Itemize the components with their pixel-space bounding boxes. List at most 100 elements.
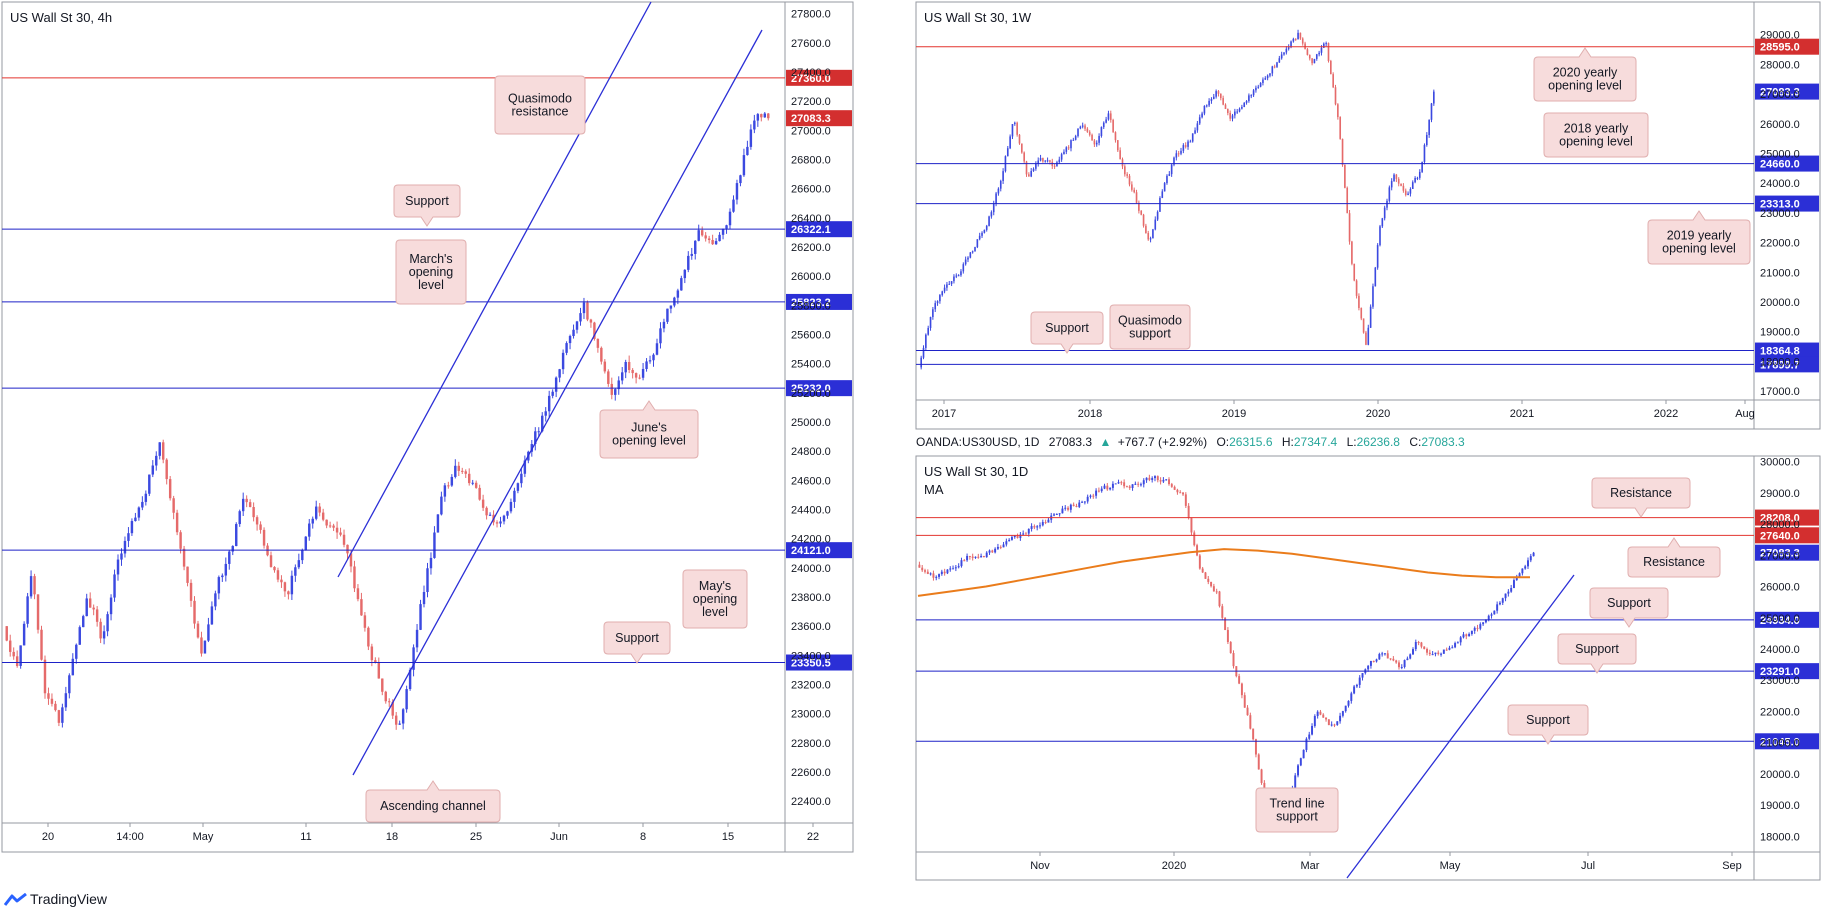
- daily-price-tag: [1755, 733, 1819, 750]
- weekly-candle-body: [1163, 183, 1166, 192]
- daily-candle-body: [1484, 619, 1487, 623]
- daily-candle-body: [1193, 532, 1196, 546]
- h4-candle-body: [123, 540, 127, 554]
- h4-candle-body: [144, 493, 148, 502]
- weekly-candle-body: [953, 276, 955, 282]
- daily-candle-body: [1440, 653, 1443, 655]
- h4-price-tag-label: 25232.0: [791, 383, 831, 395]
- weekly-candle-body: [1386, 200, 1388, 208]
- daily-candle-body: [1134, 483, 1137, 485]
- h4-candle-body: [707, 238, 711, 241]
- weekly-candle-body: [1021, 143, 1023, 153]
- h4-annotation-callout: Support: [393, 184, 461, 227]
- h4-annotation-text: May's: [699, 579, 731, 593]
- h4-candle-body: [339, 532, 342, 535]
- daily-candle-body: [1086, 496, 1089, 502]
- weekly-y-tick-label: 21000.0: [1760, 267, 1800, 279]
- daily-candle-body: [1053, 514, 1056, 516]
- weekly-x-tick-label: 2020: [1366, 408, 1390, 420]
- daily-candle-body: [1299, 758, 1302, 766]
- h4-y-tick-label: 24400.0: [791, 504, 831, 516]
- weekly-candle-body: [1227, 109, 1229, 113]
- h4-candle-body: [214, 593, 217, 607]
- h4-candle-body: [746, 146, 749, 156]
- h4-y-tick-label: 25400.0: [791, 359, 831, 371]
- h4-candle-body: [537, 431, 540, 433]
- h4-candle-body: [297, 560, 301, 568]
- weekly-annotation-text: 2019 yearly: [1667, 229, 1732, 243]
- weekly-y-tick-label: 19000.0: [1760, 327, 1800, 339]
- daily-candle-body: [1257, 754, 1260, 770]
- ohlc-close: 27083.3: [1049, 435, 1093, 449]
- h4-candle-body: [196, 623, 200, 638]
- daily-candle-body: [1406, 658, 1409, 661]
- h4-candle-body: [346, 544, 349, 554]
- weekly-candle-body: [997, 188, 1000, 194]
- daily-candle-body: [1414, 642, 1417, 650]
- h4-candle-body: [95, 609, 99, 622]
- weekly-candle-body: [1187, 141, 1189, 147]
- daily-candle-body: [1487, 615, 1490, 620]
- daily-y-tick-label: 19000.0: [1760, 800, 1800, 812]
- weekly-candle-body: [1388, 187, 1391, 201]
- weekly-candle-body: [1212, 96, 1215, 99]
- weekly-candle-body: [1290, 41, 1292, 48]
- daily-candle-body: [1196, 545, 1199, 556]
- weekly-candle-body: [1243, 102, 1246, 107]
- daily-candle-body: [932, 573, 935, 578]
- h4-candle-body: [82, 616, 85, 628]
- h4-candle-body: [534, 431, 537, 445]
- weekly-x-tick-label: Aug: [1735, 408, 1755, 420]
- daily-x-tick-label: May: [1440, 860, 1461, 872]
- daily-candle-body: [1313, 716, 1316, 726]
- h4-price-tag: [786, 542, 852, 559]
- daily-candle-body: [940, 571, 943, 575]
- weekly-candle-body: [1196, 123, 1199, 131]
- h4-candle-body: [15, 656, 19, 666]
- h4-candle-body: [161, 442, 165, 460]
- weekly-candle-body: [981, 232, 983, 236]
- h4-price-tag-label: 23350.5: [791, 658, 831, 670]
- weekly-candle-body: [1077, 128, 1079, 137]
- h4-candle-body: [165, 459, 168, 480]
- weekly-annotation-text: opening level: [1559, 135, 1633, 149]
- h4-price-tag-label: 26322.1: [791, 224, 831, 236]
- weekly-candle-body: [1402, 185, 1405, 191]
- h4-candle-body: [461, 470, 464, 472]
- weekly-annotation-callout: Support: [1030, 311, 1104, 354]
- h4-candle-body: [638, 377, 641, 379]
- weekly-candle-body: [1339, 117, 1342, 139]
- weekly-candle-body: [990, 212, 993, 217]
- daily-candle-body: [1168, 479, 1170, 485]
- ohlc-change: +767.7 (+2.92%): [1118, 435, 1207, 449]
- daily-candle-body: [1451, 647, 1454, 649]
- daily-candle-body: [1470, 630, 1473, 634]
- daily-candle-body: [1308, 734, 1311, 739]
- daily-candle-body: [1311, 725, 1314, 735]
- weekly-candle-body: [1175, 153, 1178, 158]
- daily-candle-body: [1372, 660, 1375, 662]
- h4-candle-body: [75, 644, 78, 659]
- weekly-candle-body: [1194, 130, 1196, 134]
- weekly-candle-body: [1374, 267, 1377, 287]
- weekly-candle-body: [995, 193, 997, 204]
- h4-candle-body: [224, 563, 228, 576]
- daily-candle-body: [1375, 659, 1378, 662]
- weekly-candle-body: [1315, 54, 1318, 59]
- daily-candle-body: [1319, 711, 1322, 715]
- weekly-candle-body: [962, 264, 965, 272]
- h4-candle-body: [624, 361, 627, 373]
- h4-candle-body: [450, 476, 454, 486]
- h4-x-tick-label: 11: [300, 831, 311, 843]
- h4-candle-body: [728, 211, 732, 226]
- daily-candle-body: [1493, 610, 1496, 615]
- weekly-candle-body: [1039, 158, 1042, 161]
- daily-candle-body: [1097, 490, 1100, 492]
- h4-candle-body: [502, 515, 506, 522]
- daily-candle-body: [1518, 573, 1521, 578]
- weekly-candle-body: [1013, 122, 1016, 125]
- h4-candle-body: [280, 579, 283, 583]
- h4-candle-body: [325, 519, 328, 526]
